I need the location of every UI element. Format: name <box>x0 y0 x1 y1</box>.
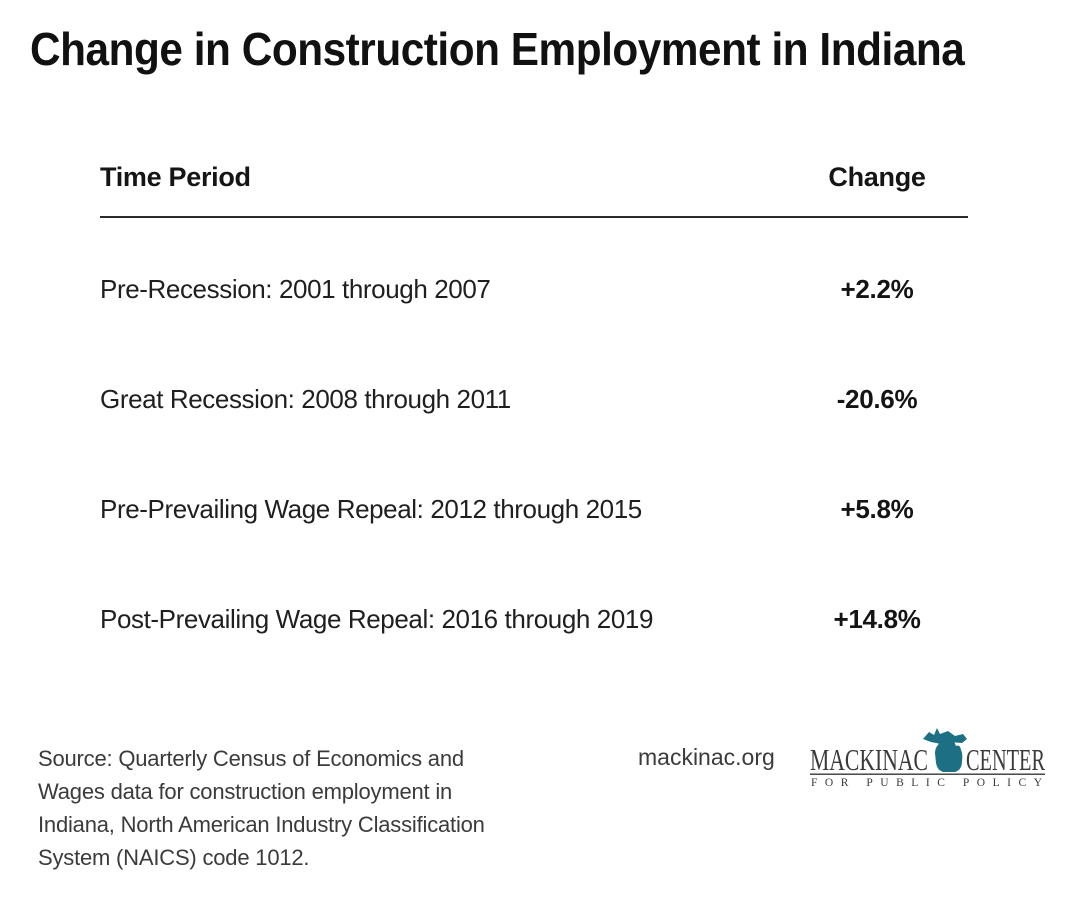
mackinac-center-logo: MACKINAC CENTER FOR PUBLIC POLICY <box>810 726 1045 788</box>
period-cell: Pre-Recession: 2001 through 2007 <box>100 274 491 304</box>
table-row: Pre-Prevailing Wage Repeal: 2012 through… <box>100 492 968 526</box>
logo-divider <box>810 773 1045 775</box>
source-note-line: System (NAICS) code 1012. <box>38 845 310 870</box>
period-cell: Great Recession: 2008 through 2011 <box>100 384 511 414</box>
table-row: Pre-Recession: 2001 through 2007 +2.2% <box>100 272 968 306</box>
logo-tagline: FOR PUBLIC POLICY <box>811 777 1043 788</box>
table-header-row: Time Period Change <box>100 160 968 218</box>
source-note-line: Wages data for construction employment i… <box>38 779 453 804</box>
infographic: Change in Construction Employment in Ind… <box>0 22 1080 924</box>
source-note-line: Indiana, North American Industry Classif… <box>38 812 485 837</box>
table-row: Great Recession: 2008 through 2011 -20.6… <box>100 382 968 416</box>
change-cell: +14.8% <box>833 604 921 634</box>
table-row: Post-Prevailing Wage Repeal: 2016 throug… <box>100 602 968 636</box>
source-note: Source: Quarterly Census of Economics an… <box>38 742 508 874</box>
source-note-line: Source: Quarterly Census of Economics an… <box>38 746 464 771</box>
period-cell: Pre-Prevailing Wage Repeal: 2012 through… <box>100 494 642 524</box>
change-table: Time Period Change Pre-Recession: 2001 t… <box>100 160 968 636</box>
change-cell: +2.2% <box>840 274 914 304</box>
website-link[interactable]: mackinac.org <box>638 744 775 770</box>
footer: Source: Quarterly Census of Economics an… <box>38 728 1045 874</box>
column-header-change: Change <box>828 162 926 192</box>
page-title: Change in Construction Employment in Ind… <box>30 23 965 75</box>
logo-name-right: CENTER <box>966 742 1045 777</box>
logo-name-left: MACKINAC <box>810 742 928 777</box>
michigan-state-icon <box>923 728 967 772</box>
period-cell: Post-Prevailing Wage Repeal: 2016 throug… <box>100 604 654 634</box>
table-body: Pre-Recession: 2001 through 2007 +2.2% G… <box>100 272 968 636</box>
change-cell: -20.6% <box>836 384 918 414</box>
change-cell: +5.8% <box>840 494 914 524</box>
column-header-time-period: Time Period <box>100 162 251 192</box>
